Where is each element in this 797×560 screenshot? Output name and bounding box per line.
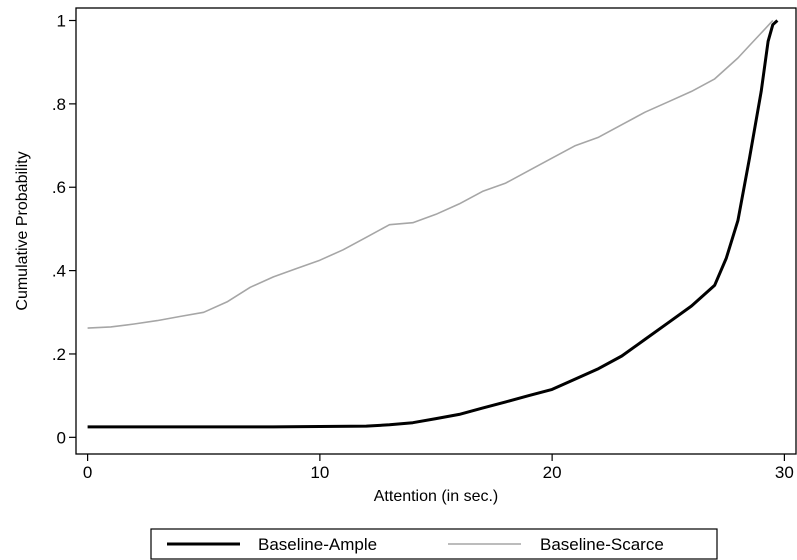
series-line-baseline-scarce bbox=[87, 19, 774, 329]
x-tick-label: 10 bbox=[310, 463, 329, 482]
y-axis-ticks: 0 .2 .4 .6 .8 1 bbox=[52, 12, 76, 447]
x-tick-label: 0 bbox=[83, 463, 92, 482]
series-layer bbox=[87, 19, 779, 429]
plot-frame bbox=[75, 7, 797, 455]
legend: Baseline-Ample Baseline-Scarce bbox=[150, 528, 718, 560]
legend-box bbox=[150, 528, 718, 560]
y-tick-label: 1 bbox=[57, 12, 66, 31]
y-tick-label: .6 bbox=[52, 178, 66, 197]
y-axis-label: Cumulative Probability bbox=[14, 151, 31, 310]
y-tick-label: .2 bbox=[52, 345, 66, 364]
legend-label-baseline-scarce: Baseline-Scarce bbox=[540, 535, 664, 554]
y-tick-label: .8 bbox=[52, 95, 66, 114]
y-tick-label: .4 bbox=[52, 262, 66, 281]
x-axis-label: Attention (in sec.) bbox=[374, 488, 499, 505]
y-tick-label: 0 bbox=[57, 428, 66, 447]
x-tick-label: 20 bbox=[543, 463, 562, 482]
x-axis-ticks: 0 10 20 30 bbox=[83, 454, 794, 482]
legend-label-baseline-ample: Baseline-Ample bbox=[258, 535, 377, 554]
x-tick-label: 30 bbox=[775, 463, 794, 482]
series-line-baseline-ample bbox=[87, 19, 779, 429]
